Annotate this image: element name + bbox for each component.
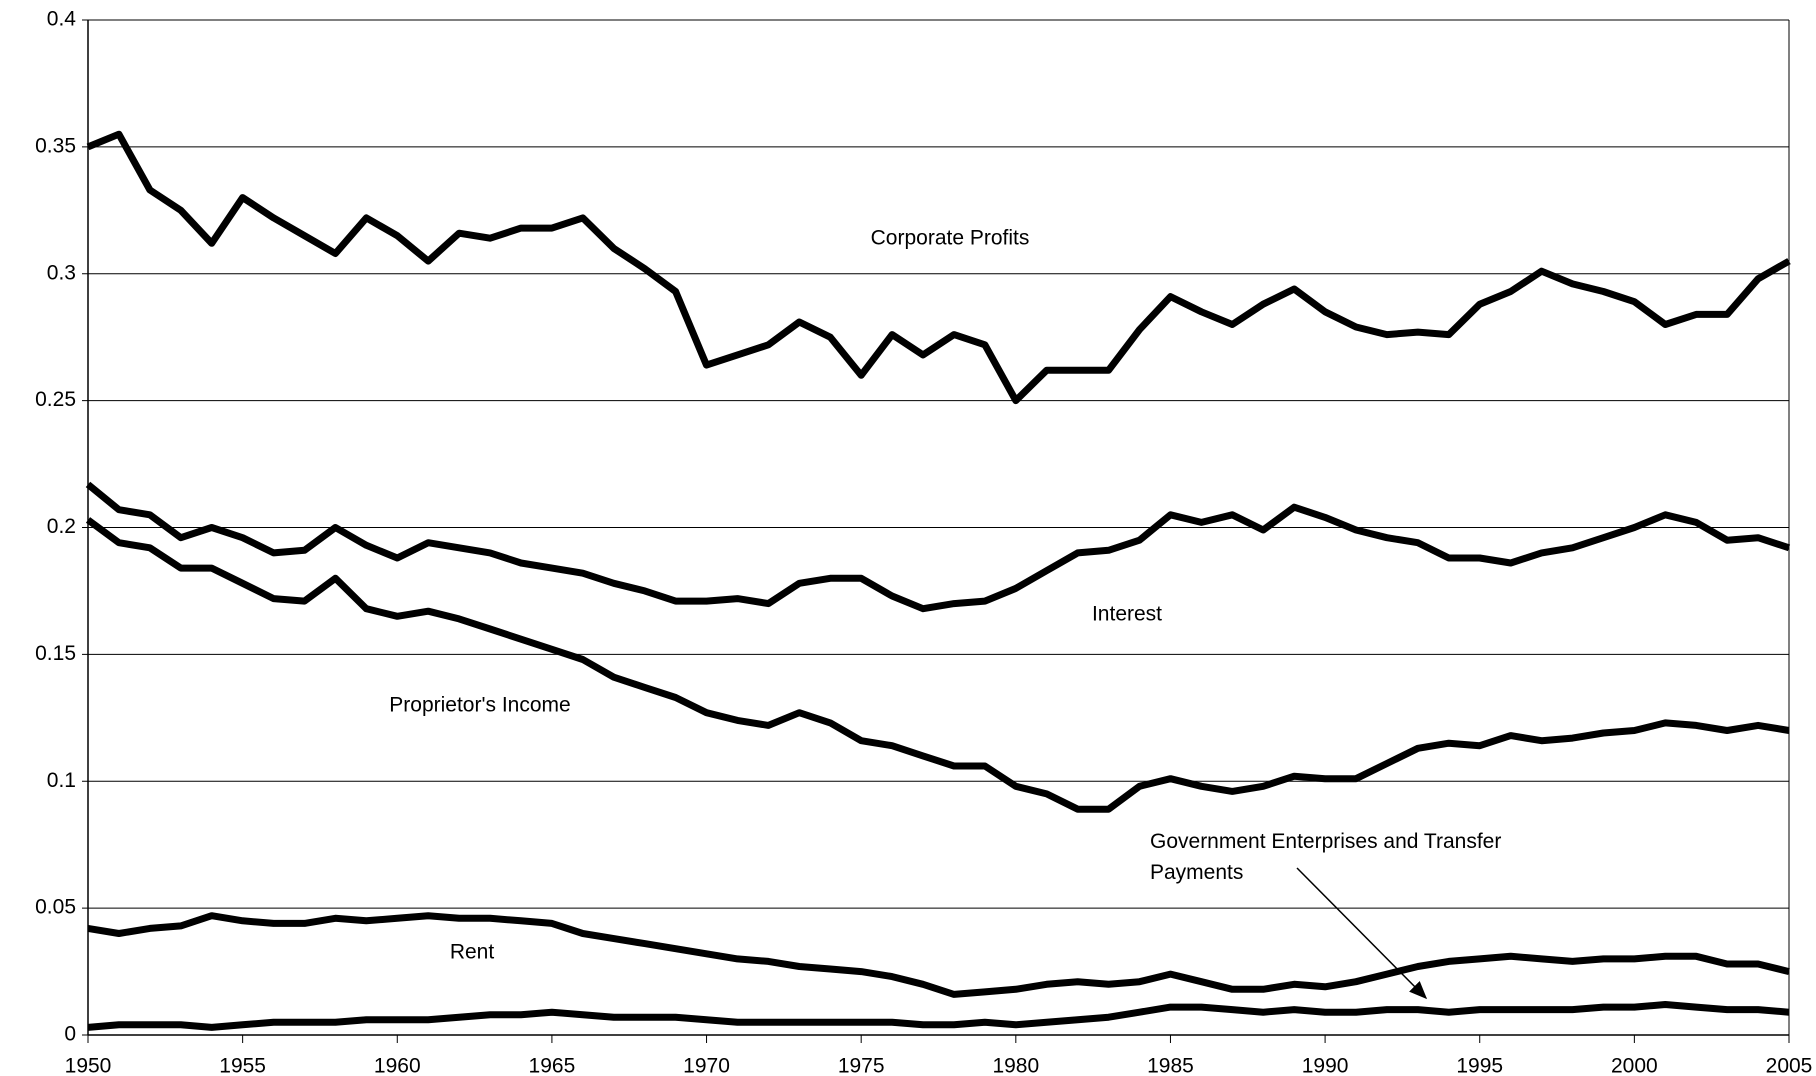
series-label: Interest bbox=[1092, 603, 1162, 626]
x-tick-label: 1950 bbox=[65, 1055, 112, 1076]
x-tick-label: 1980 bbox=[992, 1055, 1039, 1076]
annotation-arrow bbox=[1296, 867, 1428, 1000]
x-tick-label: 1965 bbox=[529, 1055, 576, 1076]
y-tick-label: 0.4 bbox=[47, 8, 77, 31]
annotation: Government Enterprises and Transfer Paym… bbox=[1150, 830, 1502, 884]
series-label: Rent bbox=[450, 941, 495, 964]
x-tick-label: 1955 bbox=[219, 1055, 266, 1076]
series-line bbox=[85, 481, 1791, 613]
series-label: Corporate Profits bbox=[871, 227, 1030, 250]
series-line bbox=[85, 517, 1790, 813]
series-line bbox=[86, 130, 1791, 405]
x-tick-label: 1960 bbox=[374, 1055, 421, 1076]
y-tick-label: 0.05 bbox=[35, 896, 76, 919]
y-tick-label: 0.25 bbox=[35, 388, 76, 411]
x-tick-label: 1970 bbox=[683, 1055, 730, 1076]
y-tick-label: 0.2 bbox=[47, 515, 76, 538]
y-tick-label: 0 bbox=[64, 1023, 76, 1046]
y-tick-label: 0.15 bbox=[35, 642, 76, 665]
y-tick-label: 0.35 bbox=[35, 134, 76, 157]
x-tick-label: 2005 bbox=[1766, 1055, 1813, 1076]
y-tick-label: 0.3 bbox=[47, 261, 76, 284]
series-line bbox=[87, 912, 1790, 998]
y-tick-label: 0.1 bbox=[47, 769, 76, 792]
x-tick-label: 1975 bbox=[838, 1055, 885, 1076]
x-tick-label: 1985 bbox=[1147, 1055, 1194, 1076]
x-tick-label: 1990 bbox=[1302, 1055, 1349, 1076]
series-label: Proprietor's Income bbox=[389, 694, 570, 717]
x-tick-label: 1995 bbox=[1456, 1055, 1503, 1076]
series-line bbox=[87, 1001, 1790, 1031]
x-tick-label: 2000 bbox=[1611, 1055, 1658, 1076]
